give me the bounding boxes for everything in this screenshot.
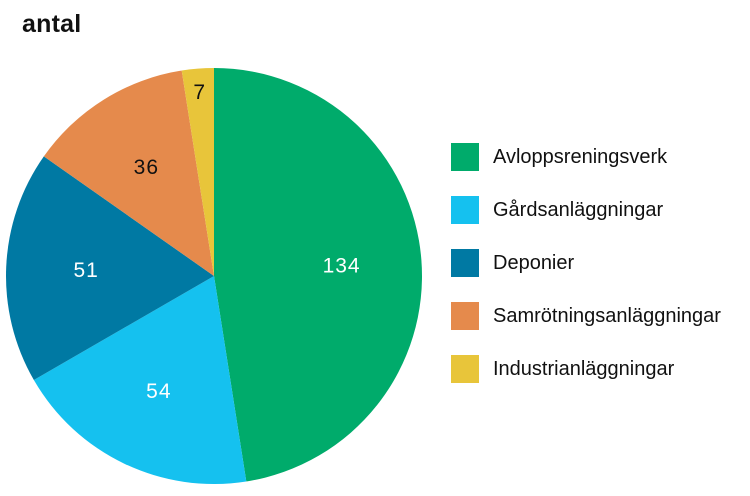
legend-item-gardsanlaggningar: Gårdsanläggningar xyxy=(451,196,721,224)
legend-label: Gårdsanläggningar xyxy=(493,198,664,221)
data-label-gardsanlaggningar: 54 xyxy=(146,380,171,403)
legend-swatch xyxy=(451,143,479,171)
data-label-samrotningsanlaggningar: 36 xyxy=(134,156,159,179)
pie-slice-deponier xyxy=(5,156,215,380)
pie-slice-industrianlaggningar xyxy=(181,68,214,276)
legend-swatch xyxy=(451,355,479,383)
legend-swatch xyxy=(451,196,479,224)
legend-swatch xyxy=(451,249,479,277)
legend-swatch xyxy=(451,302,479,330)
pie-data-labels: 134 54 51 36 7 xyxy=(73,81,361,403)
legend-label: Samrötningsanläggningar xyxy=(493,304,721,327)
legend-label: Deponier xyxy=(493,251,575,274)
data-label-avloppsreningsverk: 134 xyxy=(323,255,361,278)
legend-label: Avloppsreningsverk xyxy=(493,145,668,168)
chart-title: antal xyxy=(22,10,82,38)
legend-item-deponier: Deponier xyxy=(451,249,721,277)
data-label-industrianlaggningar: 7 xyxy=(193,81,206,104)
legend-item-samrotningsanlaggningar: Samrötningsanläggningar xyxy=(451,302,721,330)
legend-item-industrianlaggningar: Industrianläggningar xyxy=(451,355,721,383)
legend-label: Industrianläggningar xyxy=(493,357,675,380)
pie-slice-samrotningsanlaggningar xyxy=(43,70,215,276)
legend: Avloppsreningsverk Gårdsanläggningar Depon… xyxy=(451,143,721,408)
data-label-deponier: 51 xyxy=(73,259,98,282)
pie-slices xyxy=(5,68,423,485)
legend-item-avloppsreningsverk: Avloppsreningsverk xyxy=(451,143,721,171)
pie-slice-avloppsreningsverk xyxy=(214,68,423,482)
pie-slice-gardsanlaggningar xyxy=(33,276,247,485)
